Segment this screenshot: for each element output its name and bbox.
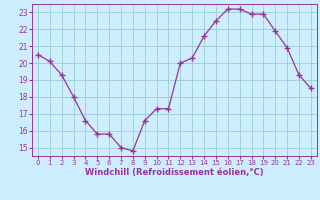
X-axis label: Windchill (Refroidissement éolien,°C): Windchill (Refroidissement éolien,°C) xyxy=(85,168,264,177)
